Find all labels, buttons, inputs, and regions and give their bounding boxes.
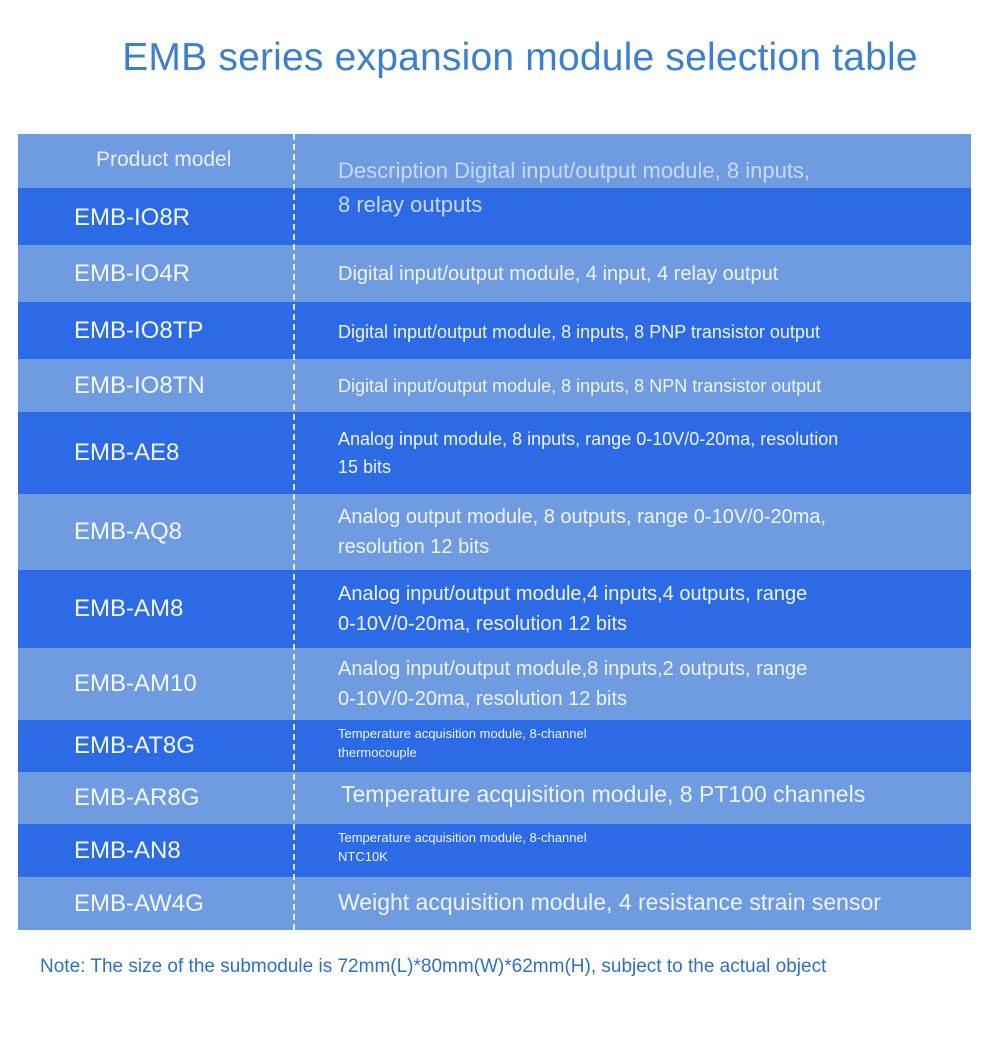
footnote: Note: The size of the submodule is 72mm(… — [40, 956, 827, 977]
description-cell: Analog output module, 8 outputs, range 0… — [338, 506, 827, 558]
model-cell: EMB-AT8G — [74, 732, 195, 759]
description-cell: Analog input/output module,4 inputs,4 ou… — [338, 583, 808, 635]
header-product-model: Product model — [96, 148, 232, 171]
table-row: EMB-AQ8 Analog output module, 8 outputs,… — [18, 494, 971, 570]
table-header-row: Product model — [18, 134, 971, 188]
model-cell: EMB-IO8R — [74, 203, 191, 231]
model-cell: EMB-IO4R — [74, 259, 191, 287]
column-divider — [293, 134, 295, 930]
model-cell: EMB-AM10 — [74, 670, 197, 697]
description-cell: Temperature acquisition module, 8-channe… — [338, 726, 587, 760]
table-row: EMB-AT8G Temperature acquisition module,… — [18, 720, 971, 772]
description-cell: Weight acquisition module, 4 resistance … — [338, 888, 881, 915]
description-cell: Digital input/output module, 8 inputs, 8… — [338, 321, 820, 342]
model-cell: EMB-IO8TP — [74, 316, 204, 344]
table-row: EMB-IO8TN Digital input/output module, 8… — [18, 359, 971, 412]
description-cell: Temperature acquisition module, 8-channe… — [338, 830, 587, 864]
table-row: EMB-IO8R — [18, 188, 971, 245]
model-cell: EMB-AQ8 — [74, 518, 183, 545]
table-row: EMB-AM8 Analog input/output module,4 inp… — [18, 570, 971, 648]
table-row: EMB-AN8 Temperature acquisition module, … — [18, 824, 971, 877]
table-row: EMB-AE8 Analog input module, 8 inputs, r… — [18, 412, 971, 494]
header-description: Description Digital input/output module,… — [338, 158, 811, 217]
table-row: EMB-AR8G Temperature acquisition module,… — [18, 772, 971, 824]
table-row: EMB-AM10 Analog input/output module,8 in… — [18, 648, 971, 720]
table-row: EMB-AW4G Weight acquisition module, 4 re… — [18, 877, 971, 930]
model-cell: EMB-IO8TN — [74, 371, 205, 399]
description-cell: Analog input/output module,8 inputs,2 ou… — [338, 658, 808, 710]
description-cell: Digital input/output module, 8 inputs, 8… — [338, 375, 822, 396]
selection-table: Product model EMB-IO8R EMB-IO4R Digital … — [18, 134, 971, 930]
model-cell: EMB-AW4G — [74, 889, 204, 917]
description-cell: Temperature acquisition module, 8 PT100 … — [341, 781, 866, 807]
model-cell: EMB-AN8 — [74, 836, 181, 864]
description-cell: Digital input/output module, 4 input, 4 … — [338, 262, 779, 285]
table-row: EMB-IO8TP Digital input/output module, 8… — [18, 302, 971, 359]
description-cell: Analog input module, 8 inputs, range 0-1… — [338, 429, 839, 477]
table-row: EMB-IO4R Digital input/output module, 4 … — [18, 245, 971, 302]
model-cell: EMB-AM8 — [74, 595, 184, 622]
model-cell: EMB-AE8 — [74, 439, 180, 466]
model-cell: EMB-AR8G — [74, 784, 200, 811]
page-title: EMB series expansion module selection ta… — [122, 36, 918, 79]
